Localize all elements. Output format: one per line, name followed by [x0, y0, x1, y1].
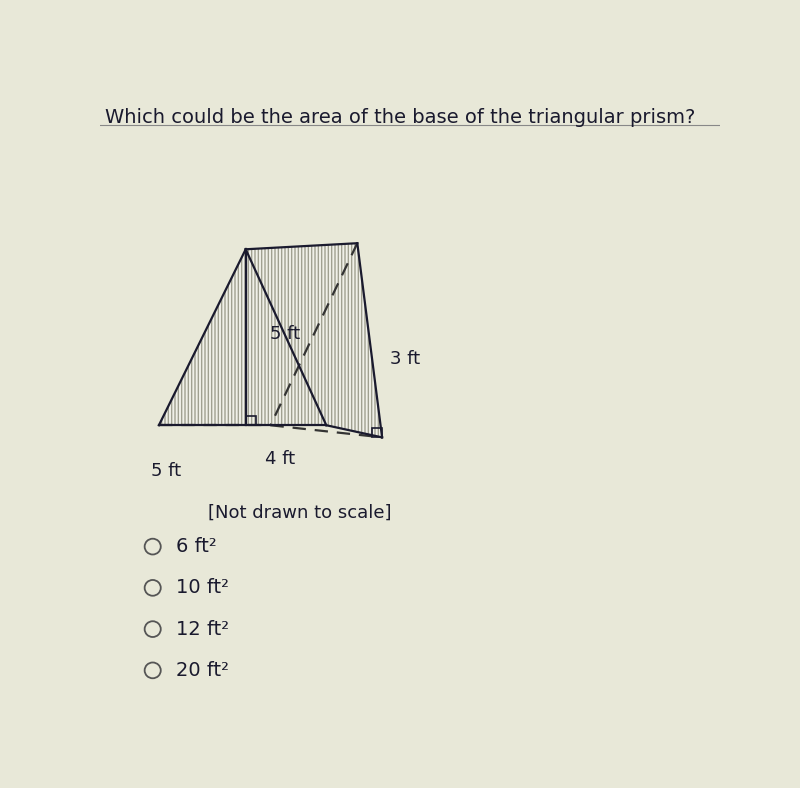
Text: 10 ft²: 10 ft² — [176, 578, 230, 597]
Text: 6 ft²: 6 ft² — [176, 537, 217, 556]
Text: 5 ft: 5 ft — [151, 462, 181, 480]
Text: 20 ft²: 20 ft² — [176, 661, 230, 680]
Text: Which could be the area of the base of the triangular prism?: Which could be the area of the base of t… — [105, 108, 695, 127]
Text: 5 ft: 5 ft — [270, 325, 301, 344]
Text: 3 ft: 3 ft — [390, 350, 420, 367]
Text: 4 ft: 4 ft — [265, 450, 295, 467]
Text: 12 ft²: 12 ft² — [176, 619, 230, 638]
Text: [Not drawn to scale]: [Not drawn to scale] — [209, 504, 392, 522]
Polygon shape — [246, 243, 382, 437]
Polygon shape — [159, 249, 326, 426]
